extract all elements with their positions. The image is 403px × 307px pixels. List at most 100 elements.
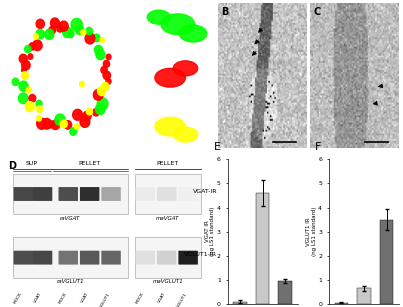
Text: A: A: [8, 7, 15, 17]
Circle shape: [25, 102, 34, 112]
Text: PELLET: PELLET: [157, 161, 179, 166]
Circle shape: [93, 89, 103, 100]
Bar: [256, 193, 270, 304]
FancyBboxPatch shape: [179, 187, 198, 201]
Circle shape: [60, 120, 67, 128]
Circle shape: [36, 19, 44, 29]
Circle shape: [67, 30, 74, 38]
FancyBboxPatch shape: [33, 251, 52, 265]
Circle shape: [97, 98, 108, 110]
Bar: [278, 281, 292, 304]
FancyBboxPatch shape: [101, 187, 121, 201]
Circle shape: [85, 33, 95, 44]
FancyBboxPatch shape: [58, 251, 78, 265]
Circle shape: [28, 54, 33, 59]
Circle shape: [93, 34, 100, 42]
Text: VGAT: VGAT: [80, 292, 89, 304]
Text: VGAT: VGAT: [33, 292, 43, 304]
Text: PELLET: PELLET: [79, 161, 101, 166]
Text: raVGLUT1: raVGLUT1: [56, 279, 84, 284]
Text: VGLUT1: VGLUT1: [176, 292, 188, 307]
Circle shape: [22, 60, 30, 70]
Y-axis label: VGAT IR
(ng LS1 standard): VGAT IR (ng LS1 standard): [205, 207, 215, 256]
Circle shape: [29, 95, 36, 102]
Circle shape: [147, 10, 170, 24]
Circle shape: [33, 40, 42, 51]
Circle shape: [96, 50, 105, 60]
Circle shape: [37, 106, 43, 112]
Circle shape: [19, 81, 28, 91]
Bar: [335, 303, 348, 304]
FancyBboxPatch shape: [12, 174, 128, 214]
Circle shape: [26, 87, 31, 93]
FancyBboxPatch shape: [157, 251, 177, 265]
Circle shape: [12, 78, 19, 85]
Text: D: D: [8, 161, 16, 171]
Circle shape: [25, 45, 31, 52]
FancyBboxPatch shape: [14, 187, 33, 201]
FancyBboxPatch shape: [135, 251, 155, 265]
Circle shape: [64, 121, 72, 129]
Text: VGAT-IR: VGAT-IR: [193, 188, 217, 194]
Circle shape: [75, 124, 79, 129]
Circle shape: [179, 25, 207, 42]
Circle shape: [45, 29, 54, 39]
Circle shape: [155, 68, 185, 87]
Text: C: C: [314, 7, 321, 17]
Text: MOCK: MOCK: [135, 292, 145, 305]
Circle shape: [57, 25, 63, 32]
Circle shape: [102, 82, 109, 91]
Text: MOCK: MOCK: [58, 292, 68, 305]
Circle shape: [37, 116, 42, 121]
Circle shape: [22, 72, 29, 79]
Circle shape: [36, 29, 44, 39]
Circle shape: [73, 109, 83, 120]
FancyBboxPatch shape: [33, 187, 52, 201]
Circle shape: [161, 14, 195, 34]
Circle shape: [96, 104, 105, 115]
FancyBboxPatch shape: [58, 187, 78, 201]
Circle shape: [83, 111, 91, 121]
Circle shape: [86, 108, 92, 115]
Circle shape: [29, 43, 35, 50]
Circle shape: [55, 114, 65, 126]
Text: MOCK: MOCK: [13, 292, 23, 305]
Circle shape: [36, 100, 42, 107]
Text: F: F: [315, 142, 322, 152]
Bar: [233, 301, 247, 304]
Circle shape: [22, 68, 26, 73]
Circle shape: [173, 61, 197, 76]
Circle shape: [59, 21, 68, 31]
FancyBboxPatch shape: [135, 237, 201, 278]
Circle shape: [173, 127, 197, 142]
Circle shape: [103, 60, 110, 68]
Circle shape: [81, 29, 86, 35]
Circle shape: [100, 37, 104, 43]
Text: B: B: [222, 7, 229, 17]
FancyBboxPatch shape: [80, 251, 100, 265]
Circle shape: [94, 45, 103, 55]
Text: VGLUT1: VGLUT1: [99, 292, 111, 307]
Circle shape: [42, 119, 52, 129]
Circle shape: [80, 116, 90, 127]
Text: VGAT: VGAT: [158, 292, 167, 304]
Circle shape: [62, 27, 72, 37]
FancyBboxPatch shape: [135, 187, 155, 201]
Circle shape: [76, 25, 84, 35]
Circle shape: [98, 87, 106, 95]
FancyBboxPatch shape: [14, 251, 33, 265]
Circle shape: [71, 18, 82, 31]
FancyBboxPatch shape: [101, 251, 121, 265]
Y-axis label: VGLUT1 IR
(ng LS1 standard): VGLUT1 IR (ng LS1 standard): [306, 207, 317, 256]
FancyBboxPatch shape: [135, 174, 201, 214]
Bar: [357, 288, 371, 304]
Circle shape: [101, 66, 107, 74]
Text: E: E: [214, 142, 221, 152]
Circle shape: [37, 118, 47, 129]
Text: SUP: SUP: [26, 161, 38, 166]
FancyBboxPatch shape: [12, 237, 128, 278]
Text: VGLUT1-IR: VGLUT1-IR: [184, 252, 217, 257]
Text: maVGAT: maVGAT: [156, 216, 179, 221]
Circle shape: [93, 109, 100, 116]
Text: raVGAT: raVGAT: [60, 216, 81, 221]
